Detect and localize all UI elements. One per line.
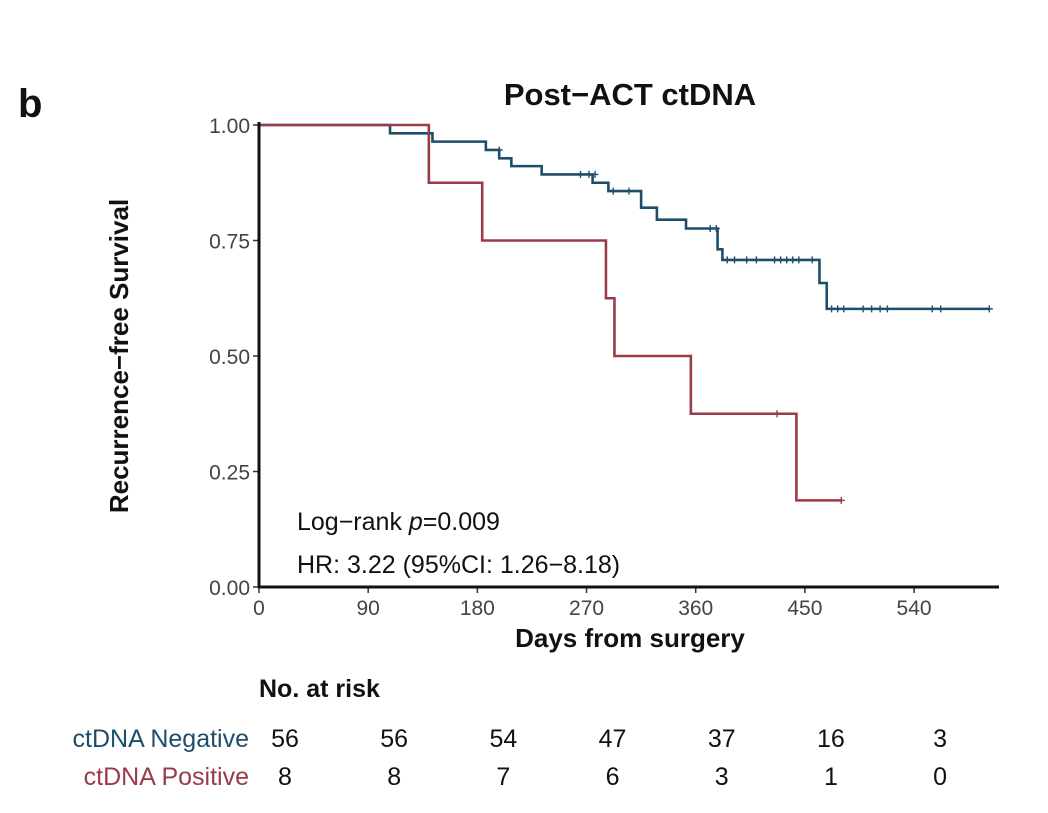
ctdna-negative-censor-mark bbox=[625, 187, 633, 195]
ctdna-negative-censor-mark bbox=[868, 305, 876, 313]
risk-count-ctdna-negative: 3 bbox=[933, 725, 947, 753]
x-tick-label: 270 bbox=[569, 597, 604, 620]
y-tick-label: 1.00 bbox=[209, 115, 250, 138]
ctdna-negative-censor-mark bbox=[789, 256, 797, 264]
ctdna-negative-censor-mark bbox=[771, 256, 779, 264]
ctdna-negative-censor-mark bbox=[834, 305, 842, 313]
ctdna-negative-censor-mark bbox=[495, 146, 503, 154]
x-axis-title: Days from surgery bbox=[515, 623, 745, 653]
ctdna-negative-curve bbox=[259, 123, 990, 311]
risk-count-ctdna-positive: 8 bbox=[278, 763, 292, 791]
ctdna-negative-censor-mark bbox=[876, 305, 884, 313]
risk-count-ctdna-positive: 0 bbox=[933, 763, 947, 791]
ctdna-negative-censor-mark bbox=[609, 187, 617, 195]
ctdna-negative-censor-mark bbox=[731, 256, 739, 264]
ctdna-negative-censor-mark bbox=[928, 305, 936, 313]
risk-count-ctdna-positive: 3 bbox=[715, 763, 729, 791]
hr-annotation: HR: 3.22 (95%CI: 1.26−8.18) bbox=[297, 551, 620, 579]
ctdna-negative-censor-mark bbox=[828, 305, 836, 313]
ctdna-negative-censor-mark bbox=[777, 256, 785, 264]
y-tick-label: 0.25 bbox=[209, 462, 250, 485]
ctdna-negative-censor-mark bbox=[795, 256, 803, 264]
ctdna-negative-censor-mark bbox=[883, 305, 891, 313]
risk-count-ctdna-positive: 1 bbox=[824, 763, 838, 791]
ctdna-negative-censor-mark bbox=[859, 305, 867, 313]
ctdna-negative-censor-mark bbox=[706, 224, 714, 232]
risk-count-ctdna-negative: 56 bbox=[271, 725, 299, 753]
risk-count-ctdna-negative: 56 bbox=[380, 725, 408, 753]
panel-label: b bbox=[18, 82, 42, 126]
risk-row-label-ctdna-negative: ctDNA Negative bbox=[73, 725, 249, 753]
x-tick-label: 360 bbox=[678, 597, 713, 620]
risk-count-ctdna-negative: 54 bbox=[489, 725, 517, 753]
x-tick-label: 540 bbox=[897, 597, 932, 620]
ctdna-negative-censor-mark bbox=[840, 305, 848, 313]
risk-count-ctdna-positive: 7 bbox=[496, 763, 510, 791]
ctdna-negative-censor-mark bbox=[985, 305, 993, 313]
logrank-value: =0.009 bbox=[423, 508, 500, 536]
risk-count-ctdna-negative: 37 bbox=[708, 725, 736, 753]
y-tick-label: 0.00 bbox=[209, 577, 250, 600]
risk-count-ctdna-negative: 16 bbox=[817, 725, 845, 753]
x-tick-label: 450 bbox=[787, 597, 822, 620]
ctdna-negative-censor-mark bbox=[937, 305, 945, 313]
ctdna-negative-censor-mark bbox=[585, 170, 593, 178]
ctdna-negative-censor-mark bbox=[808, 256, 816, 264]
risk-table-heading: No. at risk bbox=[259, 675, 380, 703]
y-axis-title: Recurrence−free Survival bbox=[104, 199, 134, 513]
ctdna-negative-censor-mark bbox=[712, 224, 720, 232]
ctdna-positive-curve bbox=[259, 123, 842, 502]
y-axis-ticks: 0.00 0.25 0.50 0.75 1.00 bbox=[209, 115, 259, 600]
logrank-prefix: Log−rank bbox=[297, 508, 409, 536]
risk-count-ctdna-positive: 8 bbox=[387, 763, 401, 791]
ctdna-negative-censor-mark bbox=[783, 256, 791, 264]
ctdna-negative-censor-mark bbox=[576, 170, 584, 178]
x-tick-label: 180 bbox=[460, 597, 495, 620]
logrank-annotation: Log−rank p=0.009 bbox=[297, 508, 500, 536]
ctdna-negative-censor-mark bbox=[723, 256, 731, 264]
x-axis-ticks: 0 90 180 270 360 450 540 bbox=[253, 587, 932, 620]
risk-count-ctdna-positive: 6 bbox=[606, 763, 620, 791]
risk-count-ctdna-negative: 47 bbox=[599, 725, 627, 753]
y-tick-label: 0.50 bbox=[209, 346, 250, 369]
chart-title: Post−ACT ctDNA bbox=[504, 77, 756, 112]
logrank-p-symbol: p bbox=[408, 508, 423, 536]
ctdna-positive-censor-mark bbox=[837, 496, 845, 504]
x-tick-label: 90 bbox=[357, 597, 380, 620]
survival-curves bbox=[259, 123, 993, 504]
risk-row-label-ctdna-positive: ctDNA Positive bbox=[84, 763, 249, 791]
x-tick-label: 0 bbox=[253, 597, 265, 620]
ctdna-negative-censor-mark bbox=[591, 170, 599, 178]
ctdna-negative-censor-mark bbox=[743, 256, 751, 264]
ctdna-positive-censor-mark bbox=[773, 410, 781, 418]
ctdna-negative-censor-mark bbox=[752, 256, 760, 264]
y-tick-label: 0.75 bbox=[209, 231, 250, 254]
